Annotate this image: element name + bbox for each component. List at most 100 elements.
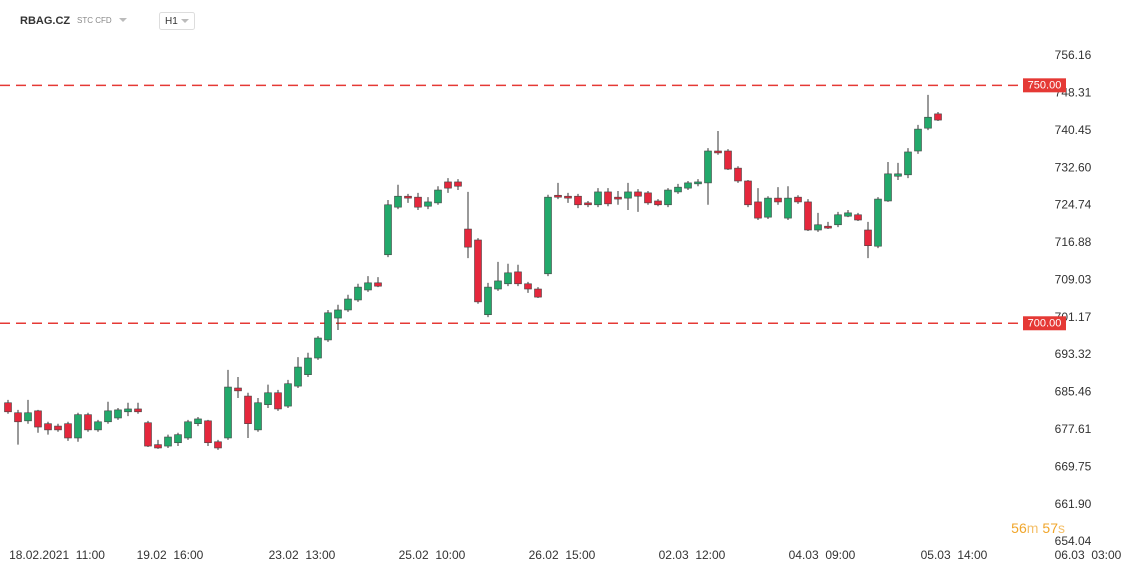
- candle-body: [374, 282, 382, 287]
- candle-body: [774, 197, 782, 203]
- candle-body: [854, 214, 862, 221]
- candle-body: [204, 420, 212, 444]
- candle-body: [904, 151, 912, 176]
- candle-body: [824, 225, 832, 229]
- candle-body: [544, 196, 552, 275]
- candle-body: [504, 272, 512, 285]
- candle-body: [684, 182, 692, 189]
- candle-body: [604, 191, 612, 205]
- candle-body: [754, 201, 762, 219]
- countdown: 56m 57s: [1011, 520, 1065, 536]
- timeframe: H1: [165, 16, 178, 27]
- candle-body: [694, 181, 702, 185]
- candle-body: [614, 196, 622, 200]
- candle-body: [404, 195, 412, 199]
- y-tick-label: 732.60: [1055, 160, 1092, 174]
- candle-body: [434, 189, 442, 204]
- candle-body: [884, 173, 892, 202]
- x-tick-label: 18.02.2021 11:00: [9, 548, 105, 562]
- candle-body: [184, 421, 192, 439]
- candle-body: [244, 395, 252, 424]
- candle-body: [834, 214, 842, 226]
- candle-body: [464, 228, 472, 248]
- candle-body: [384, 204, 392, 256]
- candle-body: [914, 128, 922, 152]
- candle-body: [714, 150, 722, 154]
- candle-body: [224, 386, 232, 439]
- candle-body: [124, 408, 132, 413]
- x-tick-label: 25.02 10:00: [399, 548, 466, 562]
- candle-body: [844, 212, 852, 217]
- candle-body: [144, 422, 152, 447]
- y-tick-label: 756.16: [1055, 48, 1092, 62]
- y-tick-label: 716.88: [1055, 235, 1092, 249]
- candle-body: [424, 201, 432, 207]
- candle-body: [764, 197, 772, 218]
- candle-body: [644, 192, 652, 204]
- x-tick-label: 19.02 16:00: [137, 548, 204, 562]
- timeframe-dropdown: [181, 19, 189, 23]
- candle-body: [84, 414, 92, 431]
- candle-body: [744, 180, 752, 206]
- candle-body: [324, 312, 332, 341]
- candle-body: [14, 412, 22, 423]
- x-tick-label: 05.03 14:00: [921, 548, 988, 562]
- candle-body: [924, 116, 932, 129]
- x-tick-label: 02.03 12:00: [659, 548, 726, 562]
- candle-body: [234, 387, 242, 392]
- candle-body: [874, 198, 882, 247]
- candle-body: [304, 357, 312, 375]
- candle-body: [734, 167, 742, 182]
- candle-body: [34, 410, 42, 428]
- candle-body: [74, 414, 82, 439]
- instrument-type: STC CFD: [77, 16, 112, 25]
- candle-body: [274, 392, 282, 410]
- candle-body: [24, 412, 32, 422]
- countdown-minutes: 56: [1011, 520, 1027, 536]
- candle-body: [54, 425, 62, 431]
- candle-body: [334, 309, 342, 319]
- y-tick-label: 677.61: [1055, 422, 1092, 436]
- line-label-box: [1023, 316, 1066, 331]
- candle-body: [804, 201, 812, 231]
- y-tick-label: 709.03: [1055, 272, 1092, 286]
- candle-body: [194, 418, 202, 424]
- line-label: 700.00: [1028, 318, 1062, 330]
- candle-body: [364, 282, 372, 291]
- candle-body: [94, 421, 102, 431]
- candle-body: [574, 195, 582, 206]
- candle-body: [724, 150, 732, 170]
- candle-body: [934, 113, 942, 121]
- y-tick-label: 724.74: [1055, 198, 1092, 212]
- candle-body: [584, 202, 592, 206]
- countdown-minute-unit: m: [1027, 520, 1039, 536]
- candle-body: [524, 283, 532, 290]
- candle-body: [634, 191, 642, 197]
- timeframe-select[interactable]: [159, 12, 195, 30]
- y-tick-label: 654.04: [1055, 534, 1092, 548]
- candle-body: [444, 181, 452, 189]
- x-tick-label: 23.02 13:00: [269, 548, 336, 562]
- y-tick-label: 693.32: [1055, 347, 1092, 361]
- candle-body: [44, 423, 52, 431]
- symbol: RBAG.CZ: [20, 15, 70, 27]
- candle-body: [534, 288, 542, 298]
- candle-body: [284, 383, 292, 407]
- candle-body: [264, 392, 272, 405]
- y-tick-label: 740.45: [1055, 123, 1092, 137]
- line-label: 750.00: [1028, 80, 1062, 92]
- candle-body: [64, 423, 72, 439]
- y-tick-label: 661.90: [1055, 497, 1092, 511]
- candle-body: [114, 409, 122, 419]
- candle-body: [474, 239, 482, 303]
- candle-body: [514, 271, 522, 285]
- y-tick-label: 669.75: [1055, 459, 1092, 473]
- candle-body: [134, 408, 142, 413]
- candle-body: [624, 191, 632, 199]
- candle-body: [674, 186, 682, 193]
- candle-body: [174, 434, 182, 444]
- candle-body: [564, 195, 572, 199]
- candle-body: [784, 197, 792, 219]
- candle-body: [664, 189, 672, 206]
- symbol-dropdown[interactable]: [119, 18, 127, 22]
